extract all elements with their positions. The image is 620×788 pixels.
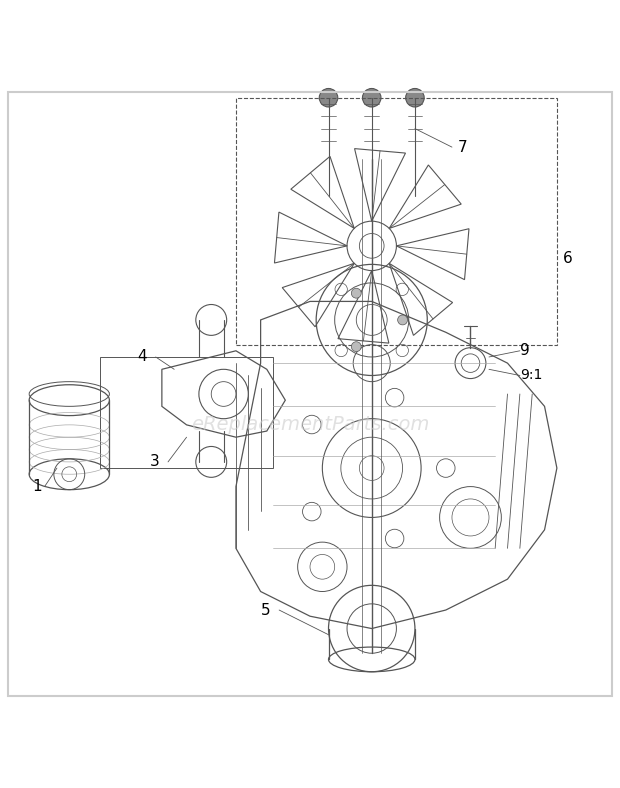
Text: 7: 7 xyxy=(458,139,467,154)
Circle shape xyxy=(397,315,407,325)
Text: 1: 1 xyxy=(32,479,42,494)
Circle shape xyxy=(352,288,361,298)
Bar xyxy=(100,357,273,468)
Text: eReplacementParts.com: eReplacementParts.com xyxy=(191,415,429,434)
Circle shape xyxy=(405,88,424,107)
Text: 6: 6 xyxy=(563,251,573,266)
Text: 9: 9 xyxy=(520,344,529,359)
Text: 3: 3 xyxy=(149,455,159,470)
Circle shape xyxy=(319,88,338,107)
Circle shape xyxy=(363,88,381,107)
Bar xyxy=(236,98,557,344)
Text: 5: 5 xyxy=(260,603,270,618)
Circle shape xyxy=(352,342,361,351)
Text: 4: 4 xyxy=(137,349,147,365)
Text: 9:1: 9:1 xyxy=(520,369,542,382)
